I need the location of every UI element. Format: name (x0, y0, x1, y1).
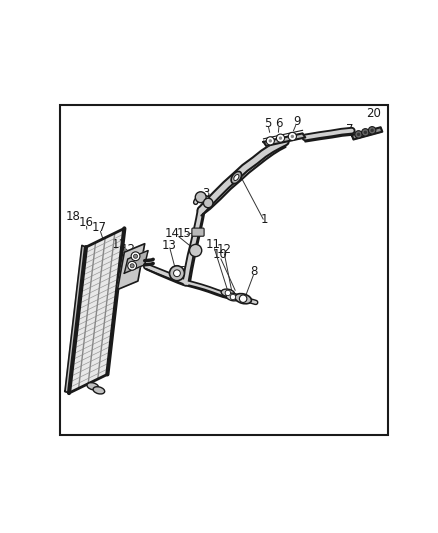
Text: 13: 13 (162, 239, 177, 252)
Text: 2: 2 (179, 265, 187, 278)
Text: 20: 20 (367, 107, 381, 120)
Circle shape (134, 254, 138, 259)
Text: 3: 3 (202, 187, 209, 200)
Circle shape (355, 131, 362, 138)
Text: 12: 12 (120, 244, 136, 256)
Circle shape (128, 261, 137, 270)
Circle shape (364, 131, 367, 134)
Polygon shape (69, 229, 124, 393)
Ellipse shape (231, 172, 242, 183)
Text: 14: 14 (165, 227, 180, 240)
Circle shape (130, 264, 134, 268)
Text: 18: 18 (65, 210, 80, 223)
Text: 6: 6 (276, 117, 283, 130)
Circle shape (291, 135, 294, 138)
Circle shape (203, 198, 213, 208)
Circle shape (173, 270, 180, 277)
Polygon shape (124, 251, 148, 273)
Text: 8: 8 (251, 265, 258, 278)
Circle shape (279, 136, 282, 140)
Circle shape (230, 294, 236, 300)
Text: 4: 4 (212, 187, 220, 200)
Ellipse shape (234, 174, 239, 181)
Ellipse shape (221, 289, 235, 297)
Polygon shape (65, 245, 86, 393)
Circle shape (240, 295, 247, 302)
Text: 7: 7 (346, 123, 353, 136)
Ellipse shape (235, 294, 251, 304)
Circle shape (195, 192, 206, 203)
Circle shape (371, 128, 374, 132)
Text: 5: 5 (264, 117, 272, 130)
Ellipse shape (93, 387, 105, 394)
Circle shape (276, 134, 285, 142)
Text: 12: 12 (216, 243, 231, 256)
Circle shape (131, 252, 140, 261)
FancyBboxPatch shape (192, 228, 204, 236)
Circle shape (225, 290, 230, 296)
Ellipse shape (87, 383, 99, 390)
Circle shape (368, 127, 376, 134)
Circle shape (190, 245, 202, 256)
Polygon shape (264, 133, 305, 146)
Text: 15: 15 (177, 227, 192, 240)
Circle shape (357, 133, 360, 136)
Text: 11: 11 (112, 238, 127, 251)
Text: 16: 16 (79, 216, 94, 229)
Circle shape (268, 139, 272, 142)
Text: 9: 9 (293, 115, 300, 128)
Text: 1: 1 (261, 213, 268, 227)
Polygon shape (117, 244, 145, 289)
Circle shape (170, 266, 184, 281)
Circle shape (362, 128, 369, 136)
Text: 10: 10 (212, 248, 227, 261)
Polygon shape (352, 127, 382, 140)
Circle shape (288, 132, 297, 141)
Circle shape (266, 137, 274, 145)
Text: 17: 17 (92, 221, 107, 234)
Ellipse shape (226, 293, 240, 301)
Text: 11: 11 (206, 238, 221, 251)
